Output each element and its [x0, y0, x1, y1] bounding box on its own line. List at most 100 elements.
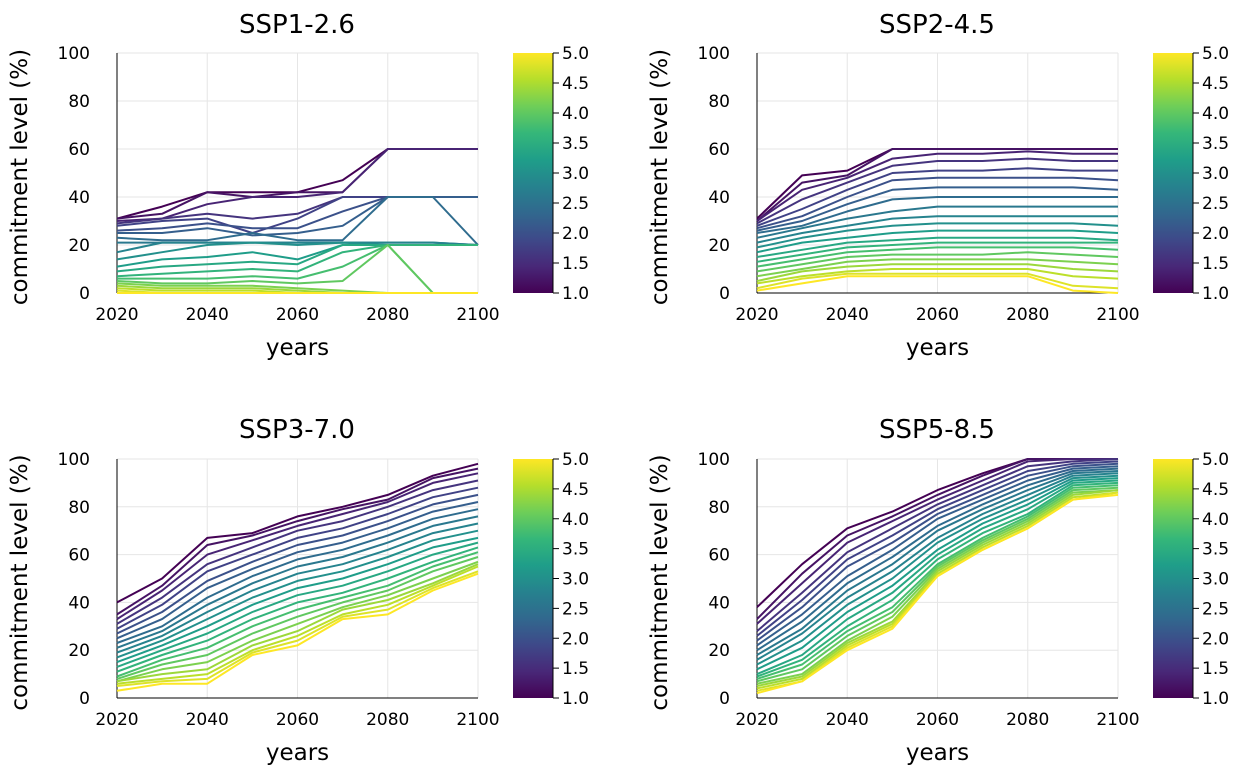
colorbar-tick-label: 3.0 [1202, 570, 1229, 590]
series-line [116, 462, 479, 604]
series-line [116, 493, 479, 635]
series-line [756, 167, 1118, 227]
series-line [756, 229, 1119, 254]
y-tick-label: 60 [708, 140, 730, 160]
y-tick-label: 80 [68, 498, 90, 518]
colorbar-tick-label: 1.5 [1202, 254, 1229, 274]
y-tick-label: 0 [719, 689, 730, 709]
x-tick-label: 2060 [276, 305, 319, 325]
series-line [756, 491, 1119, 690]
colorbar-tick-label: 3.5 [562, 134, 589, 154]
colorbar-tick-label: 1.0 [1202, 284, 1229, 304]
y-tick-label: 100 [58, 44, 90, 64]
y-tick-label: 20 [68, 236, 90, 256]
y-tick-label: 80 [68, 92, 90, 112]
series-line [756, 246, 1119, 268]
colorbar-tick-label: 2.0 [1202, 224, 1229, 244]
y-axis-label: commitment level (%) [647, 49, 673, 305]
series-line [116, 486, 479, 630]
colorbar-tick-label: 5.0 [1202, 44, 1229, 64]
y-tick-label: 20 [708, 236, 730, 256]
colorbar-tick-label: 3.5 [1202, 540, 1229, 560]
colorbar-tick-label: 4.5 [1202, 74, 1229, 94]
series-line [116, 556, 479, 680]
series-line [756, 236, 1119, 258]
series-line [756, 472, 1119, 661]
x-tick-label: 2040 [826, 305, 869, 325]
colorbar [1153, 53, 1193, 293]
y-tick-label: 100 [698, 450, 730, 470]
colorbar-tick-label: 5.0 [1202, 450, 1229, 470]
colorbar-tick-label: 4.0 [1202, 510, 1229, 530]
series-line [756, 251, 1119, 273]
colorbar-tick-label: 2.5 [562, 599, 589, 619]
series-line [756, 272, 1119, 290]
series-line [116, 536, 479, 664]
series-line [116, 501, 479, 640]
series-line [756, 215, 1118, 244]
colorbar-tick-label: 1.0 [562, 284, 589, 304]
series-line [756, 462, 1119, 642]
colorbar [513, 459, 553, 698]
series-line [756, 467, 1119, 652]
series-line [116, 563, 479, 683]
series-line [116, 241, 479, 254]
series-line [116, 244, 478, 294]
x-axis-label: years [906, 335, 969, 361]
series-line [756, 477, 1119, 671]
x-tick-label: 2060 [276, 710, 319, 730]
chart-title: SSP5-8.5 [879, 415, 995, 445]
series-line [756, 489, 1119, 685]
series-line [116, 565, 479, 685]
colorbar-tick-label: 1.5 [1202, 659, 1229, 679]
y-tick-label: 80 [708, 92, 730, 112]
series-line [756, 458, 1118, 625]
x-tick-label: 2080 [1006, 305, 1049, 325]
series-line [756, 481, 1119, 678]
colorbar-tick-label: 1.5 [562, 659, 589, 679]
series-line [756, 479, 1119, 676]
colorbar-tick-label: 2.0 [562, 629, 589, 649]
series-line [756, 458, 1119, 632]
colorbar-tick-label: 2.5 [1202, 194, 1229, 214]
series-line [756, 196, 1118, 234]
series-line [756, 222, 1119, 249]
x-tick-label: 2100 [456, 710, 499, 730]
series-line [116, 522, 479, 654]
x-tick-label: 2080 [366, 710, 409, 730]
series-line [756, 205, 1118, 239]
y-tick-label: 20 [68, 641, 90, 661]
series-line [116, 570, 479, 687]
series-line [116, 508, 479, 644]
series-line [116, 551, 479, 678]
colorbar [513, 53, 553, 293]
y-axis-label: commitment level (%) [7, 454, 33, 710]
x-tick-label: 2020 [95, 710, 138, 730]
series-line [756, 150, 1118, 222]
series-line [756, 275, 1119, 294]
y-tick-label: 40 [708, 188, 730, 208]
colorbar-tick-label: 1.0 [1202, 689, 1229, 709]
series-line [116, 196, 479, 246]
colorbar-tick-label: 2.5 [562, 194, 589, 214]
x-tick-label: 2020 [735, 710, 778, 730]
colorbar-tick-label: 4.0 [562, 104, 589, 124]
x-tick-label: 2080 [366, 305, 409, 325]
x-tick-label: 2100 [456, 305, 499, 325]
y-tick-label: 40 [68, 593, 90, 613]
colorbar-tick-label: 1.0 [562, 689, 589, 709]
y-tick-label: 60 [68, 140, 90, 160]
series-line [756, 486, 1119, 683]
colorbar [1153, 459, 1193, 698]
colorbar-tick-label: 3.0 [562, 164, 589, 184]
chart-title: SSP1-2.6 [239, 10, 355, 40]
x-tick-label: 2060 [916, 305, 959, 325]
chart-title: SSP2-4.5 [879, 10, 995, 40]
series-line [756, 470, 1119, 656]
series-line [116, 467, 479, 616]
series-line [756, 241, 1118, 263]
